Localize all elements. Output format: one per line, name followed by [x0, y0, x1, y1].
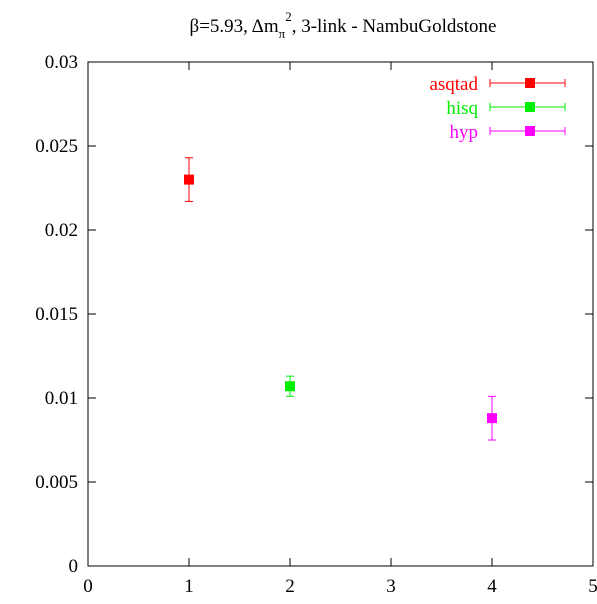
chart-title-sup: 2	[285, 9, 292, 24]
y-tick-label: 0.01	[45, 388, 78, 409]
legend-label-asqtad: asqtad	[429, 74, 478, 95]
chart-title-sub: π	[279, 26, 286, 41]
chart-title: β=5.93, Δmπ 2, 3-link - NambuGoldstone	[190, 9, 497, 41]
x-tick-label: 2	[285, 576, 295, 597]
legend-marker-hisq	[525, 102, 535, 112]
y-tick-label: 0.02	[45, 220, 78, 241]
data-marks	[184, 157, 497, 441]
x-tick-label: 0	[83, 576, 93, 597]
y-tick-label: 0.025	[35, 136, 78, 157]
x-tick-label: 1	[184, 576, 194, 597]
chart-title-main: β=5.93, Δm	[190, 16, 279, 37]
chart-title-rest: , 3-link - NambuGoldstone	[292, 16, 497, 37]
x-tick-label: 4	[487, 576, 497, 597]
point-hyp	[487, 413, 497, 424]
plot-frame	[87, 61, 594, 567]
legend: asqtad hisq hyp	[429, 74, 566, 143]
legend-marker-hyp	[525, 126, 535, 136]
y-tick-label: 0.005	[35, 472, 78, 493]
axes: 0 1 2 3 4 5 0 0.005 0.01 0.015 0.02 0.025 0.03	[35, 52, 597, 597]
legend-label-hyp: hyp	[450, 122, 479, 143]
point-hisq	[285, 381, 295, 392]
x-tick-label: 3	[386, 576, 396, 597]
y-tick-label: 0.015	[35, 304, 78, 325]
y-tick-label: 0.03	[45, 52, 78, 73]
legend-label-hisq: hisq	[446, 98, 478, 119]
x-tick-label: 5	[588, 576, 597, 597]
legend-marker-asqtad	[525, 78, 535, 88]
point-asqtad	[184, 174, 194, 185]
y-tick-label: 0	[69, 556, 79, 577]
